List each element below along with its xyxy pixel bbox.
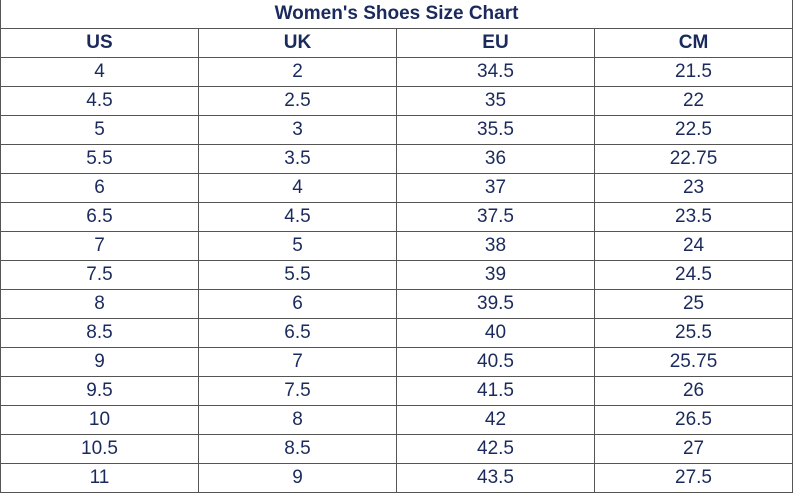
table-row: 9 7 40.5 25.75 xyxy=(0,347,793,377)
table-row: 7 5 38 24 xyxy=(0,231,793,261)
table-row: 10 8 42 26.5 xyxy=(0,405,793,435)
table-cell: 3.5 xyxy=(198,144,397,174)
table-cell: 4 xyxy=(198,173,397,203)
table-cell: 35.5 xyxy=(396,115,595,145)
table-cell: 35 xyxy=(396,86,595,116)
table-cell: 41.5 xyxy=(396,376,595,406)
table-cell: 4 xyxy=(0,57,199,87)
table-cell: 25.75 xyxy=(593,347,793,377)
table-cell: 23.5 xyxy=(593,202,793,232)
table-head: Women's Shoes Size Chart US UK EU CM xyxy=(0,0,793,58)
column-header: EU xyxy=(396,28,595,58)
table-cell: 3 xyxy=(198,115,397,145)
table-cell: 24 xyxy=(593,231,793,261)
table-cell: 6 xyxy=(198,289,397,319)
table-cell: 26 xyxy=(593,376,793,406)
column-header: US xyxy=(0,28,199,58)
table-row: 4.5 2.5 35 22 xyxy=(0,86,793,116)
table-cell: 8.5 xyxy=(0,318,199,348)
table-cell: 6 xyxy=(0,173,199,203)
table-row: 5.5 3.5 36 22.75 xyxy=(0,144,793,174)
table-cell: 34.5 xyxy=(396,57,595,87)
table-cell: 2.5 xyxy=(198,86,397,116)
table-cell: 23 xyxy=(593,173,793,203)
table-cell: 22.75 xyxy=(593,144,793,174)
table-row: 4 2 34.5 21.5 xyxy=(0,57,793,87)
table-row: 6.5 4.5 37.5 23.5 xyxy=(0,202,793,232)
table-cell: 27.5 xyxy=(593,463,793,493)
table-cell: 10 xyxy=(0,405,199,435)
table-cell: 27 xyxy=(593,434,793,464)
table-cell: 36 xyxy=(396,144,595,174)
table-cell: 7 xyxy=(198,347,397,377)
table-cell: 42 xyxy=(396,405,595,435)
table-cell: 39 xyxy=(396,260,595,290)
table-cell: 10.5 xyxy=(0,434,199,464)
table-cell: 43.5 xyxy=(396,463,595,493)
table-cell: 7 xyxy=(0,231,199,261)
table-cell: 5.5 xyxy=(0,144,199,174)
table-row: 5 3 35.5 22.5 xyxy=(0,115,793,145)
table-cell: 22 xyxy=(593,86,793,116)
header-row: US UK EU CM xyxy=(0,28,793,58)
table-cell: 9.5 xyxy=(0,376,199,406)
table-cell: 11 xyxy=(0,463,199,493)
table-cell: 26.5 xyxy=(593,405,793,435)
table-cell: 40 xyxy=(396,318,595,348)
table-cell: 8 xyxy=(198,405,397,435)
table-cell: 7.5 xyxy=(198,376,397,406)
table-cell: 22.5 xyxy=(593,115,793,145)
table-row: 8.5 6.5 40 25.5 xyxy=(0,318,793,348)
table-row: 10.5 8.5 42.5 27 xyxy=(0,434,793,464)
table-row: 6 4 37 23 xyxy=(0,173,793,203)
table-cell: 9 xyxy=(0,347,199,377)
table-cell: 8 xyxy=(0,289,199,319)
table-cell: 7.5 xyxy=(0,260,199,290)
table-cell: 37.5 xyxy=(396,202,595,232)
table-row: 8 6 39.5 25 xyxy=(0,289,793,319)
table-cell: 2 xyxy=(198,57,397,87)
table-cell: 8.5 xyxy=(198,434,397,464)
table-cell: 40.5 xyxy=(396,347,595,377)
table-cell: 39.5 xyxy=(396,289,595,319)
table-cell: 5 xyxy=(0,115,199,145)
table-row: 9.5 7.5 41.5 26 xyxy=(0,376,793,406)
table-cell: 42.5 xyxy=(396,434,595,464)
table-cell: 37 xyxy=(396,173,595,203)
table-body: 4 2 34.5 21.5 4.5 2.5 35 22 5 3 35.5 22.5 5.5 3.5 36 22… xyxy=(0,57,793,493)
table-row: 7.5 5.5 39 24.5 xyxy=(0,260,793,290)
table-cell: 4.5 xyxy=(0,86,199,116)
column-header: UK xyxy=(198,28,397,58)
table-cell: 38 xyxy=(396,231,595,261)
table-cell: 4.5 xyxy=(198,202,397,232)
column-header: CM xyxy=(593,28,793,58)
table-cell: 5.5 xyxy=(198,260,397,290)
table-cell: 24.5 xyxy=(593,260,793,290)
table-cell: 6.5 xyxy=(0,202,199,232)
table-cell: 9 xyxy=(198,463,397,493)
table-row: 11 9 43.5 27.5 xyxy=(0,463,793,493)
table-cell: 25.5 xyxy=(593,318,793,348)
table-cell: 5 xyxy=(198,231,397,261)
table-title: Women's Shoes Size Chart xyxy=(0,0,793,29)
title-row: Women's Shoes Size Chart xyxy=(0,0,793,29)
table-cell: 25 xyxy=(593,289,793,319)
table-cell: 6.5 xyxy=(198,318,397,348)
table-cell: 21.5 xyxy=(593,57,793,87)
